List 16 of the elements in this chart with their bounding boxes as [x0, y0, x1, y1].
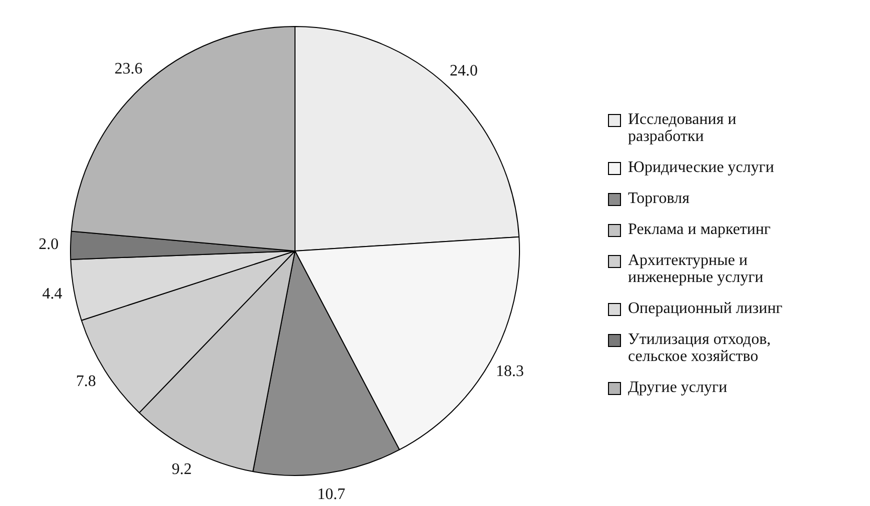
data-label: 23.6	[114, 60, 143, 78]
data-label: 18.3	[496, 362, 524, 380]
data-label: 4.4	[42, 285, 62, 302]
legend-label: Операционный лизинг	[628, 300, 782, 316]
legend-label: Реклама и маркетинг	[628, 220, 771, 238]
data-label: 10.7	[317, 486, 346, 504]
legend-label: Исследования и разработки	[628, 110, 738, 144]
data-label: 7.8	[76, 372, 96, 390]
data-label: 9.2	[172, 461, 192, 478]
legend-label: Торговля	[628, 190, 690, 206]
legend-label: Юридические услуги	[628, 158, 774, 176]
legend-label: Утилизация отходов, сельское хозяйство	[628, 330, 772, 364]
legend-label: Другие услуги	[628, 378, 728, 396]
data-label: 24.0	[450, 62, 478, 80]
legend-label: Архитектурные и инженерные услуги	[628, 252, 764, 286]
data-label: 2.0	[38, 236, 59, 254]
